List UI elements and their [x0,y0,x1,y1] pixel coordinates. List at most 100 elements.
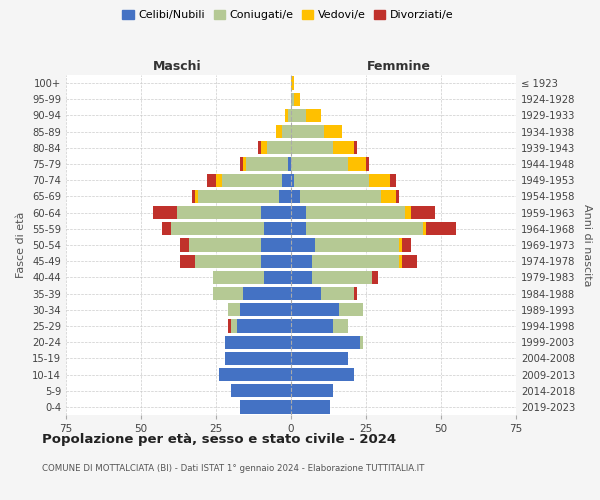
Bar [291,206,306,220]
Y-axis label: Anni di nascita: Anni di nascita [582,204,592,286]
Bar [195,254,261,268]
Text: Femmine: Femmine [367,60,431,72]
Bar [243,287,291,300]
Bar [348,158,366,170]
Bar [312,254,399,268]
Bar [192,190,195,203]
Bar [291,141,333,154]
Bar [180,238,189,252]
Bar [291,238,315,252]
Bar [240,303,291,316]
Bar [243,158,246,170]
Bar [291,76,294,90]
Bar [291,320,333,332]
Bar [240,158,243,170]
Bar [405,206,411,220]
Bar [360,336,363,349]
Bar [300,190,381,203]
Bar [258,141,261,154]
Bar [261,254,291,268]
Legend: Celibi/Nubili, Coniugati/e, Vedovi/e, Divorziati/e: Celibi/Nubili, Coniugati/e, Vedovi/e, Di… [118,6,458,25]
Bar [291,174,294,187]
Bar [399,238,402,252]
Bar [369,174,390,187]
Bar [291,254,312,268]
Bar [246,158,288,170]
Bar [195,190,198,203]
Bar [240,400,291,413]
Bar [423,222,426,235]
Bar [279,190,291,203]
Bar [291,368,354,381]
Bar [291,352,348,365]
Bar [282,125,291,138]
Bar [291,190,300,203]
Bar [225,336,291,349]
Bar [213,270,264,284]
Bar [324,125,342,138]
Bar [171,222,264,235]
Bar [207,174,216,187]
Bar [291,158,348,170]
Bar [354,141,357,154]
Bar [396,190,399,203]
Bar [291,400,330,413]
Bar [426,222,456,235]
Bar [222,174,282,187]
Bar [354,287,357,300]
Bar [381,190,396,203]
Bar [213,287,243,300]
Bar [180,254,195,268]
Bar [291,109,306,122]
Bar [291,287,321,300]
Bar [228,320,231,332]
Bar [276,125,282,138]
Bar [291,384,333,398]
Bar [402,254,417,268]
Bar [267,141,291,154]
Bar [339,303,363,316]
Bar [237,320,291,332]
Bar [372,270,378,284]
Bar [261,238,291,252]
Bar [291,270,312,284]
Bar [411,206,435,220]
Bar [288,109,291,122]
Bar [306,222,423,235]
Bar [162,222,171,235]
Bar [264,222,291,235]
Bar [198,190,279,203]
Bar [261,141,267,154]
Bar [321,287,354,300]
Text: Popolazione per età, sesso e stato civile - 2024: Popolazione per età, sesso e stato civil… [42,432,396,446]
Bar [231,384,291,398]
Bar [291,92,294,106]
Bar [399,254,402,268]
Bar [390,174,396,187]
Bar [225,352,291,365]
Bar [294,174,369,187]
Bar [261,206,291,220]
Bar [291,303,339,316]
Bar [282,174,291,187]
Bar [291,336,360,349]
Bar [315,238,399,252]
Text: Maschi: Maschi [152,60,202,72]
Bar [333,141,354,154]
Bar [288,158,291,170]
Bar [228,303,240,316]
Bar [285,109,288,122]
Bar [153,206,177,220]
Bar [294,92,300,106]
Bar [231,320,237,332]
Bar [312,270,372,284]
Bar [402,238,411,252]
Bar [333,320,348,332]
Bar [216,174,222,187]
Y-axis label: Fasce di età: Fasce di età [16,212,26,278]
Bar [291,125,324,138]
Bar [219,368,291,381]
Bar [291,222,306,235]
Bar [306,206,405,220]
Bar [264,270,291,284]
